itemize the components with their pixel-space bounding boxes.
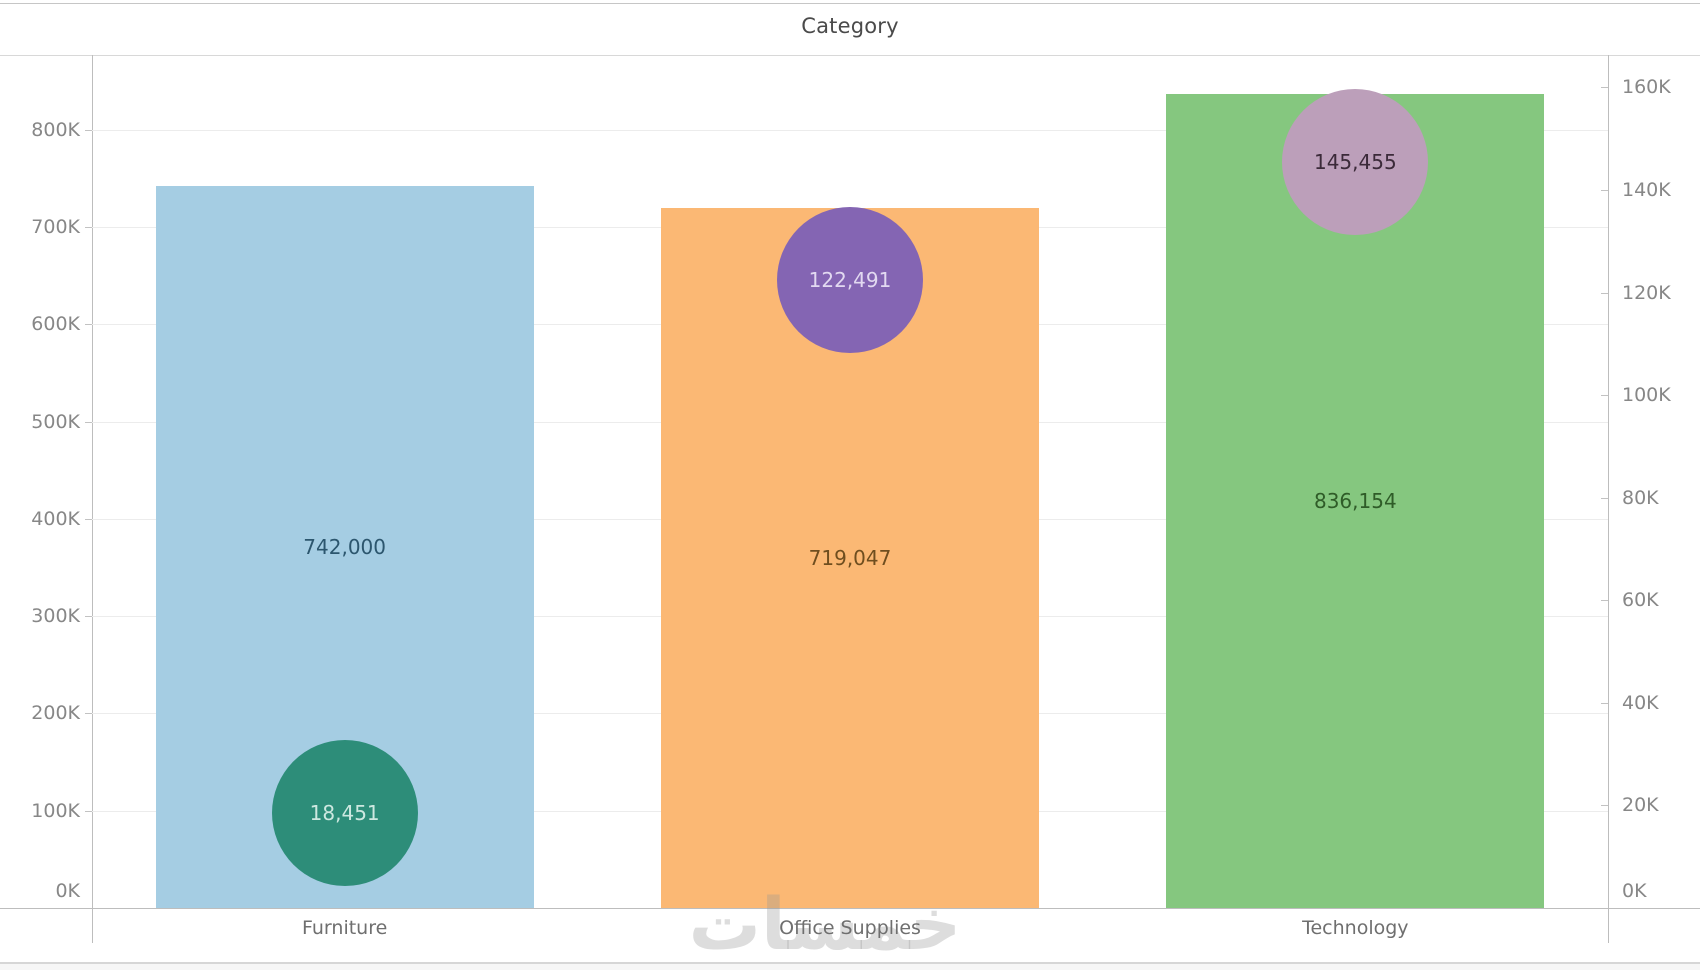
left-axis-tickmark-200K — [85, 713, 92, 715]
left-axis-tick-0K: 0K — [55, 880, 80, 902]
top-border — [0, 3, 1700, 4]
right-axis-tick-40K: 40K — [1622, 691, 1659, 714]
x-label-furniture[interactable]: Furniture — [302, 917, 388, 939]
right-axis-tick-140K: 140K — [1622, 178, 1671, 201]
x-label-office-supplies[interactable]: Office Supplies — [779, 917, 921, 939]
bottom-strip — [0, 964, 1700, 970]
bar-value-label-technology: 836,154 — [1313, 489, 1397, 514]
right-axis-tick-100K: 100K — [1622, 384, 1671, 407]
left-axis-tickmark-100K — [85, 810, 92, 812]
right-axis-tick-20K: 20K — [1622, 794, 1659, 817]
circle-value-label-office-supplies: 122,491 — [808, 267, 892, 292]
bottom-axis-line — [0, 908, 1700, 909]
title-band: Category — [0, 14, 1700, 38]
right-axis-tick-60K: 60K — [1622, 589, 1659, 612]
right-axis-tick-80K: 80K — [1622, 486, 1659, 509]
left-axis-line — [92, 55, 93, 943]
gridline-800K — [92, 129, 1608, 131]
watermark: خمسات — [688, 882, 962, 966]
header-separator — [0, 55, 1700, 56]
right-axis-tickmark-80K — [1601, 497, 1608, 499]
right-axis-tickmark-60K — [1601, 600, 1608, 602]
right-axis-line — [1608, 55, 1609, 943]
right-axis-tickmark-40K — [1601, 702, 1608, 704]
left-axis-tick-200K: 200K — [31, 702, 80, 725]
left-axis-tickmark-300K — [85, 616, 92, 618]
left-axis-tickmark-700K — [85, 226, 92, 228]
left-axis-tickmark-600K — [85, 324, 92, 326]
right-axis-tickmark-140K — [1601, 189, 1608, 191]
left-axis-tick-300K: 300K — [31, 605, 80, 628]
circle-furniture[interactable] — [271, 740, 418, 887]
bar-value-label-office-supplies: 719,047 — [808, 546, 892, 571]
left-axis-tick-800K: 800K — [31, 118, 80, 141]
circle-office-supplies[interactable] — [777, 206, 923, 353]
circle-value-label-furniture: 18,451 — [309, 801, 380, 826]
left-axis-tickmark-400K — [85, 518, 92, 520]
right-axis-tick-0K: 0K — [1622, 880, 1647, 902]
chart-title: Category — [801, 14, 899, 38]
circle-value-label-technology: 145,455 — [1313, 149, 1397, 174]
right-axis-tickmark-160K — [1601, 87, 1608, 89]
bottom-border — [0, 962, 1700, 964]
left-axis-tick-100K: 100K — [31, 799, 80, 822]
right-axis-tickmark-20K — [1601, 805, 1608, 807]
x-label-technology[interactable]: Technology — [1302, 917, 1409, 939]
left-axis-tick-400K: 400K — [31, 507, 80, 530]
left-axis-tick-700K: 700K — [31, 215, 80, 238]
right-axis-tick-160K: 160K — [1622, 76, 1671, 99]
left-axis-tickmark-800K — [85, 129, 92, 131]
left-axis-tickmark-500K — [85, 421, 92, 423]
left-axis-tick-500K: 500K — [31, 410, 80, 433]
bar-value-label-furniture: 742,000 — [303, 535, 387, 560]
left-axis-tick-600K: 600K — [31, 313, 80, 336]
right-axis-tickmark-120K — [1601, 292, 1608, 294]
circle-technology[interactable] — [1282, 88, 1429, 235]
right-axis-tick-120K: 120K — [1622, 281, 1671, 304]
right-axis-tickmark-100K — [1601, 395, 1608, 397]
